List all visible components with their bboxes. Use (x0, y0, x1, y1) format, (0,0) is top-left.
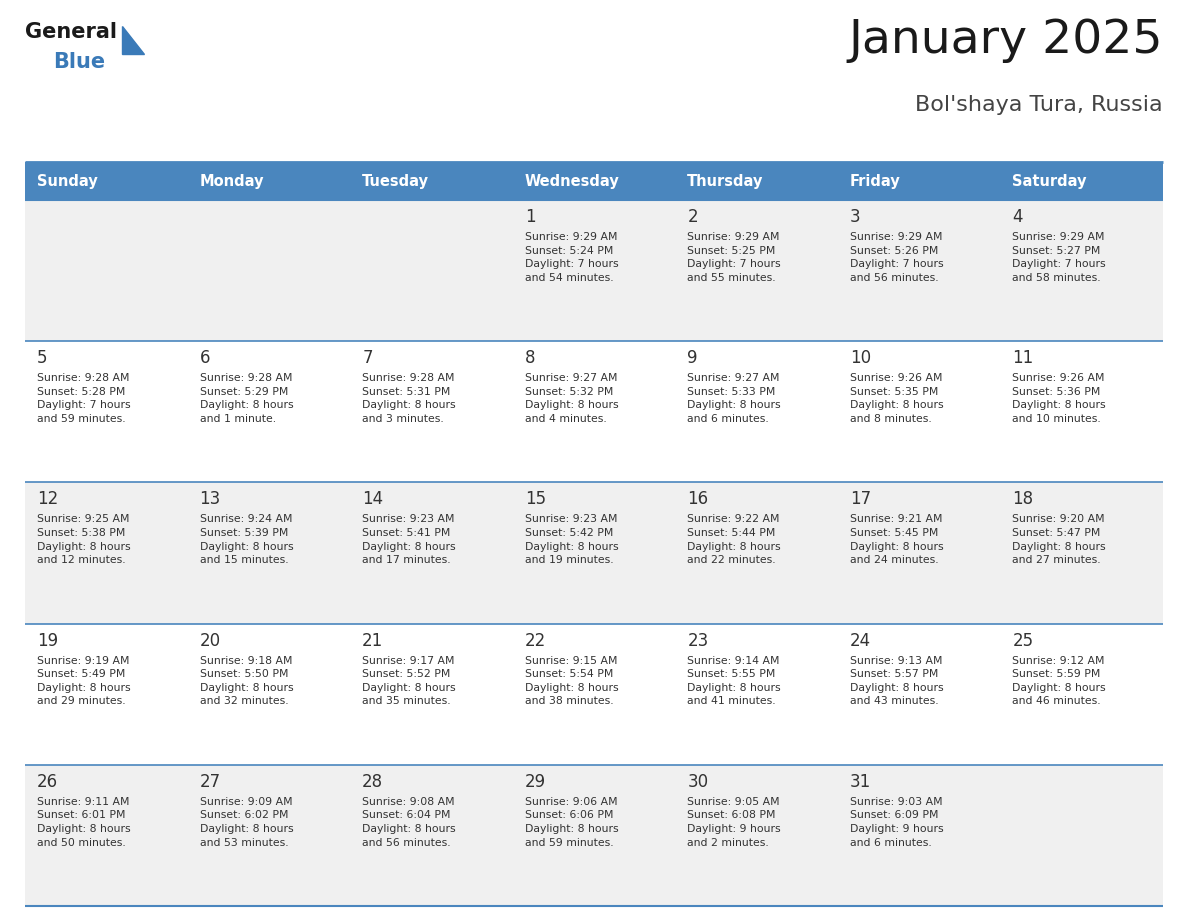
Bar (675, 162, 838, 200)
Text: Sunrise: 9:24 AM
Sunset: 5:39 PM
Daylight: 8 hours
and 15 minutes.: Sunrise: 9:24 AM Sunset: 5:39 PM Dayligh… (200, 514, 293, 565)
Text: Friday: Friday (849, 174, 901, 188)
Bar (25, 341, 1163, 482)
Text: January 2025: January 2025 (848, 18, 1163, 63)
Text: Sunrise: 9:08 AM
Sunset: 6:04 PM
Daylight: 8 hours
and 56 minutes.: Sunrise: 9:08 AM Sunset: 6:04 PM Dayligh… (362, 797, 456, 847)
Bar (25, 482, 1163, 623)
Text: 10: 10 (849, 349, 871, 367)
Text: Saturday: Saturday (1012, 174, 1087, 188)
Text: 21: 21 (362, 632, 384, 650)
Text: Sunrise: 9:18 AM
Sunset: 5:50 PM
Daylight: 8 hours
and 32 minutes.: Sunrise: 9:18 AM Sunset: 5:50 PM Dayligh… (200, 655, 293, 706)
Text: Sunrise: 9:28 AM
Sunset: 5:29 PM
Daylight: 8 hours
and 1 minute.: Sunrise: 9:28 AM Sunset: 5:29 PM Dayligh… (200, 374, 293, 424)
Text: 14: 14 (362, 490, 384, 509)
Text: Sunrise: 9:25 AM
Sunset: 5:38 PM
Daylight: 8 hours
and 12 minutes.: Sunrise: 9:25 AM Sunset: 5:38 PM Dayligh… (37, 514, 131, 565)
Text: Sunrise: 9:21 AM
Sunset: 5:45 PM
Daylight: 8 hours
and 24 minutes.: Sunrise: 9:21 AM Sunset: 5:45 PM Dayligh… (849, 514, 943, 565)
Bar (350, 162, 513, 200)
Text: 8: 8 (525, 349, 536, 367)
Text: Sunrise: 9:29 AM
Sunset: 5:27 PM
Daylight: 7 hours
and 58 minutes.: Sunrise: 9:29 AM Sunset: 5:27 PM Dayligh… (1012, 232, 1106, 283)
Text: 30: 30 (688, 773, 708, 790)
Text: Thursday: Thursday (688, 174, 764, 188)
Text: Sunrise: 9:17 AM
Sunset: 5:52 PM
Daylight: 8 hours
and 35 minutes.: Sunrise: 9:17 AM Sunset: 5:52 PM Dayligh… (362, 655, 456, 706)
Bar (25, 200, 1163, 341)
Text: Sunrise: 9:06 AM
Sunset: 6:06 PM
Daylight: 8 hours
and 59 minutes.: Sunrise: 9:06 AM Sunset: 6:06 PM Dayligh… (525, 797, 618, 847)
Text: Sunrise: 9:27 AM
Sunset: 5:32 PM
Daylight: 8 hours
and 4 minutes.: Sunrise: 9:27 AM Sunset: 5:32 PM Dayligh… (525, 374, 618, 424)
Text: Sunrise: 9:03 AM
Sunset: 6:09 PM
Daylight: 9 hours
and 6 minutes.: Sunrise: 9:03 AM Sunset: 6:09 PM Dayligh… (849, 797, 943, 847)
Text: Sunrise: 9:23 AM
Sunset: 5:41 PM
Daylight: 8 hours
and 17 minutes.: Sunrise: 9:23 AM Sunset: 5:41 PM Dayligh… (362, 514, 456, 565)
Polygon shape (122, 26, 144, 54)
Text: Sunrise: 9:11 AM
Sunset: 6:01 PM
Daylight: 8 hours
and 50 minutes.: Sunrise: 9:11 AM Sunset: 6:01 PM Dayligh… (37, 797, 131, 847)
Text: 11: 11 (1012, 349, 1034, 367)
Text: 16: 16 (688, 490, 708, 509)
Text: Sunrise: 9:05 AM
Sunset: 6:08 PM
Daylight: 9 hours
and 2 minutes.: Sunrise: 9:05 AM Sunset: 6:08 PM Dayligh… (688, 797, 781, 847)
Text: Sunrise: 9:23 AM
Sunset: 5:42 PM
Daylight: 8 hours
and 19 minutes.: Sunrise: 9:23 AM Sunset: 5:42 PM Dayligh… (525, 514, 618, 565)
Text: Sunrise: 9:26 AM
Sunset: 5:35 PM
Daylight: 8 hours
and 8 minutes.: Sunrise: 9:26 AM Sunset: 5:35 PM Dayligh… (849, 374, 943, 424)
Text: 3: 3 (849, 208, 860, 226)
Text: Blue: Blue (53, 52, 105, 72)
Text: 13: 13 (200, 490, 221, 509)
Text: Sunrise: 9:26 AM
Sunset: 5:36 PM
Daylight: 8 hours
and 10 minutes.: Sunrise: 9:26 AM Sunset: 5:36 PM Dayligh… (1012, 374, 1106, 424)
Text: 25: 25 (1012, 632, 1034, 650)
Text: Sunrise: 9:29 AM
Sunset: 5:24 PM
Daylight: 7 hours
and 54 minutes.: Sunrise: 9:29 AM Sunset: 5:24 PM Dayligh… (525, 232, 618, 283)
Text: 5: 5 (37, 349, 48, 367)
Bar (188, 162, 350, 200)
Text: Sunrise: 9:19 AM
Sunset: 5:49 PM
Daylight: 8 hours
and 29 minutes.: Sunrise: 9:19 AM Sunset: 5:49 PM Dayligh… (37, 655, 131, 706)
Text: Sunrise: 9:13 AM
Sunset: 5:57 PM
Daylight: 8 hours
and 43 minutes.: Sunrise: 9:13 AM Sunset: 5:57 PM Dayligh… (849, 655, 943, 706)
Text: Sunrise: 9:28 AM
Sunset: 5:31 PM
Daylight: 8 hours
and 3 minutes.: Sunrise: 9:28 AM Sunset: 5:31 PM Dayligh… (362, 374, 456, 424)
Text: 28: 28 (362, 773, 384, 790)
Text: Sunrise: 9:27 AM
Sunset: 5:33 PM
Daylight: 8 hours
and 6 minutes.: Sunrise: 9:27 AM Sunset: 5:33 PM Dayligh… (688, 374, 781, 424)
Text: 18: 18 (1012, 490, 1034, 509)
Text: 12: 12 (37, 490, 58, 509)
Text: Monday: Monday (200, 174, 264, 188)
Text: Sunrise: 9:15 AM
Sunset: 5:54 PM
Daylight: 8 hours
and 38 minutes.: Sunrise: 9:15 AM Sunset: 5:54 PM Dayligh… (525, 655, 618, 706)
Text: 23: 23 (688, 632, 708, 650)
Text: Sunrise: 9:09 AM
Sunset: 6:02 PM
Daylight: 8 hours
and 53 minutes.: Sunrise: 9:09 AM Sunset: 6:02 PM Dayligh… (200, 797, 293, 847)
Text: Sunday: Sunday (37, 174, 97, 188)
Text: Sunrise: 9:22 AM
Sunset: 5:44 PM
Daylight: 8 hours
and 22 minutes.: Sunrise: 9:22 AM Sunset: 5:44 PM Dayligh… (688, 514, 781, 565)
Text: 31: 31 (849, 773, 871, 790)
Bar (838, 162, 1000, 200)
Bar (25, 162, 188, 200)
Text: 15: 15 (525, 490, 545, 509)
Text: Sunrise: 9:20 AM
Sunset: 5:47 PM
Daylight: 8 hours
and 27 minutes.: Sunrise: 9:20 AM Sunset: 5:47 PM Dayligh… (1012, 514, 1106, 565)
Text: Sunrise: 9:29 AM
Sunset: 5:26 PM
Daylight: 7 hours
and 56 minutes.: Sunrise: 9:29 AM Sunset: 5:26 PM Dayligh… (849, 232, 943, 283)
Text: Sunrise: 9:12 AM
Sunset: 5:59 PM
Daylight: 8 hours
and 46 minutes.: Sunrise: 9:12 AM Sunset: 5:59 PM Dayligh… (1012, 655, 1106, 706)
Text: Sunrise: 9:14 AM
Sunset: 5:55 PM
Daylight: 8 hours
and 41 minutes.: Sunrise: 9:14 AM Sunset: 5:55 PM Dayligh… (688, 655, 781, 706)
Text: Tuesday: Tuesday (362, 174, 429, 188)
Text: 2: 2 (688, 208, 697, 226)
Bar (1000, 162, 1163, 200)
Text: Sunrise: 9:28 AM
Sunset: 5:28 PM
Daylight: 7 hours
and 59 minutes.: Sunrise: 9:28 AM Sunset: 5:28 PM Dayligh… (37, 374, 131, 424)
Text: 24: 24 (849, 632, 871, 650)
Text: Sunrise: 9:29 AM
Sunset: 5:25 PM
Daylight: 7 hours
and 55 minutes.: Sunrise: 9:29 AM Sunset: 5:25 PM Dayligh… (688, 232, 781, 283)
Text: General: General (25, 22, 116, 42)
Text: 29: 29 (525, 773, 545, 790)
Text: 6: 6 (200, 349, 210, 367)
Text: 19: 19 (37, 632, 58, 650)
Bar (25, 623, 1163, 765)
Text: Bol'shaya Tura, Russia: Bol'shaya Tura, Russia (916, 95, 1163, 115)
Text: 20: 20 (200, 632, 221, 650)
Text: 4: 4 (1012, 208, 1023, 226)
Text: 22: 22 (525, 632, 546, 650)
Text: Wednesday: Wednesday (525, 174, 619, 188)
Text: 17: 17 (849, 490, 871, 509)
Text: 9: 9 (688, 349, 697, 367)
Text: 27: 27 (200, 773, 221, 790)
Bar (25, 765, 1163, 906)
Text: 26: 26 (37, 773, 58, 790)
Bar (513, 162, 675, 200)
Text: 7: 7 (362, 349, 373, 367)
Text: 1: 1 (525, 208, 536, 226)
